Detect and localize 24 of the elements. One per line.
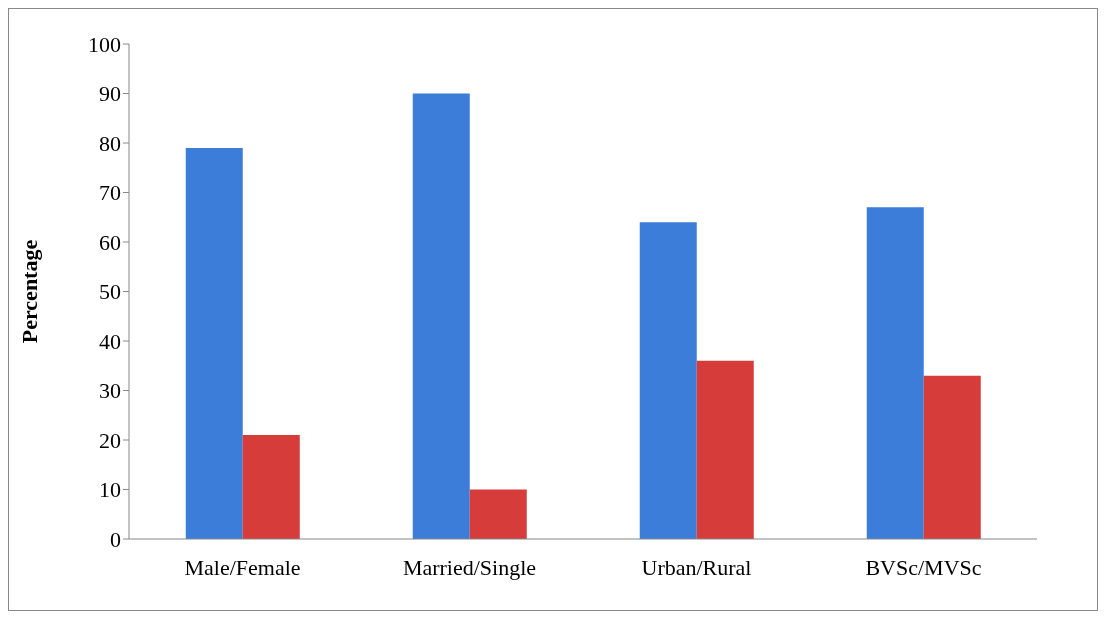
y-tick-label: 0 xyxy=(110,526,121,552)
bar xyxy=(242,435,300,539)
bar xyxy=(469,489,527,539)
y-tick-label: 50 xyxy=(99,279,121,305)
x-tick-label: Urban/Rural xyxy=(641,554,752,580)
bar xyxy=(185,147,243,539)
bar xyxy=(412,93,470,539)
y-tick-label: 70 xyxy=(99,180,121,206)
y-tick-label: 20 xyxy=(99,427,121,453)
y-tick-label: 90 xyxy=(99,81,121,107)
x-tick-label: Male/Female xyxy=(184,554,301,580)
bar xyxy=(866,207,924,539)
y-axis-title: Percentage xyxy=(16,239,42,344)
bar xyxy=(923,375,981,539)
bar xyxy=(696,360,754,539)
y-tick-label: 100 xyxy=(88,31,121,57)
y-tick-label: 30 xyxy=(99,378,121,404)
y-tick-label: 10 xyxy=(99,477,121,503)
y-tick-label: 40 xyxy=(99,328,121,354)
bar xyxy=(639,222,697,539)
x-tick-label: Married/Single xyxy=(402,554,537,580)
y-tick-label: 60 xyxy=(99,229,121,255)
x-tick-label: BVSc/MVSc xyxy=(865,554,982,580)
y-tick-label: 80 xyxy=(99,130,121,156)
